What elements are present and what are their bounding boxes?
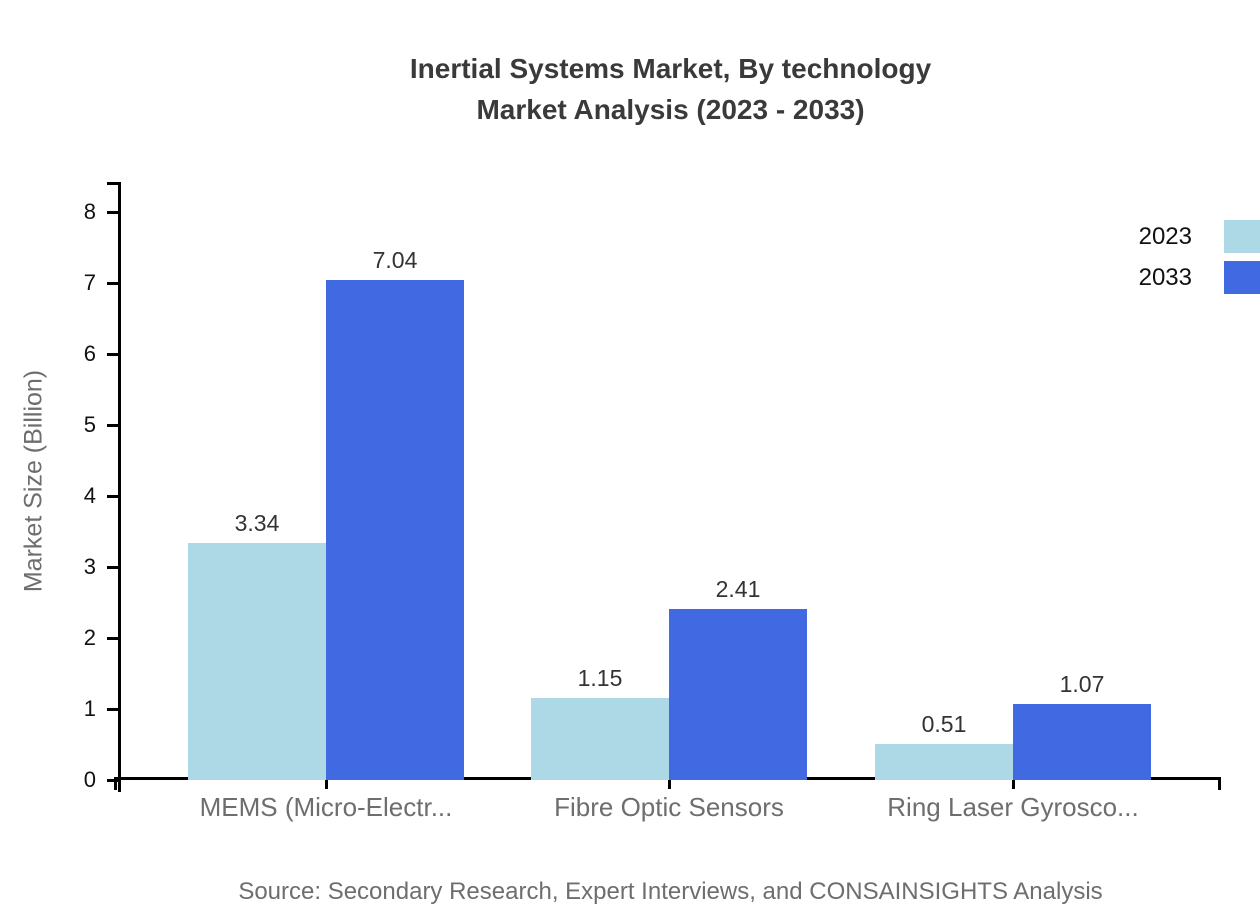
x-axis-category-label: MEMS (Micro-Electr...	[199, 792, 453, 822]
y-axis-tick-label: 6	[83, 341, 96, 366]
source-note: Source: Secondary Research, Expert Inter…	[238, 878, 1103, 905]
bar-value-label: 7.04	[372, 247, 418, 274]
bar-2023-Fibre Optic Sensors	[531, 698, 669, 780]
y-axis-tick	[107, 707, 119, 711]
y-axis-tick	[107, 423, 119, 427]
bar-value-label: 0.51	[921, 710, 967, 737]
y-axis-tick-label: 7	[83, 270, 96, 295]
y-axis-tick-label: 5	[83, 412, 96, 437]
chart-title-line1: Inertial Systems Market, By technology	[409, 53, 932, 84]
legend-label: 2033	[1138, 264, 1192, 291]
y-axis-tick	[107, 210, 119, 214]
y-axis-tick-label: 4	[83, 483, 96, 508]
x-axis-category-label: Fibre Optic Sensors	[554, 792, 784, 822]
y-axis-tick	[107, 636, 119, 640]
x-axis-right-cap	[1218, 777, 1221, 790]
x-axis-left-cap	[114, 777, 117, 790]
legend-swatch	[1224, 261, 1260, 294]
bar-2023-MEMS (Micro-Electr...	[188, 542, 326, 780]
y-axis-tick	[107, 565, 119, 569]
bar-value-label: 1.15	[577, 665, 623, 692]
legend-label: 2023	[1138, 223, 1192, 250]
bar-value-label: 2.41	[715, 575, 761, 602]
chart-title: Inertial Systems Market, By technology M…	[120, 48, 1221, 130]
y-axis-tick-label: 3	[83, 554, 96, 579]
y-axis-tick-label: 0	[83, 767, 96, 792]
legend-item-2033: 2033	[1020, 261, 1260, 294]
y-axis-tick	[107, 281, 119, 285]
bar-2033-Ring Laser Gyrosco...	[1013, 704, 1151, 780]
chart-title-line2: Market Analysis (2023 - 2033)	[476, 94, 865, 125]
y-axis-tick-label: 2	[83, 625, 96, 650]
x-axis-tick	[1011, 780, 1015, 789]
bar-value-label: 1.07	[1059, 671, 1105, 698]
legend-swatch	[1224, 220, 1260, 253]
x-axis-tick	[667, 780, 671, 789]
y-axis-tick	[107, 352, 119, 356]
y-axis-top-cap	[107, 182, 121, 185]
y-axis-tick-label: 8	[83, 199, 96, 224]
y-axis-tick	[107, 494, 119, 498]
bar-2033-Fibre Optic Sensors	[669, 608, 807, 780]
bar-2023-Ring Laser Gyrosco...	[875, 743, 1013, 780]
bar-2033-MEMS (Micro-Electr...	[326, 280, 464, 780]
x-axis-category-label: Ring Laser Gyrosco...	[887, 792, 1139, 822]
y-axis-line	[118, 182, 121, 792]
y-axis-tick	[107, 778, 119, 782]
legend-item-2023: 2023	[1020, 220, 1260, 253]
y-axis-tick-label: 1	[83, 696, 96, 721]
bar-value-label: 3.34	[234, 509, 280, 536]
x-axis-tick	[324, 780, 328, 789]
